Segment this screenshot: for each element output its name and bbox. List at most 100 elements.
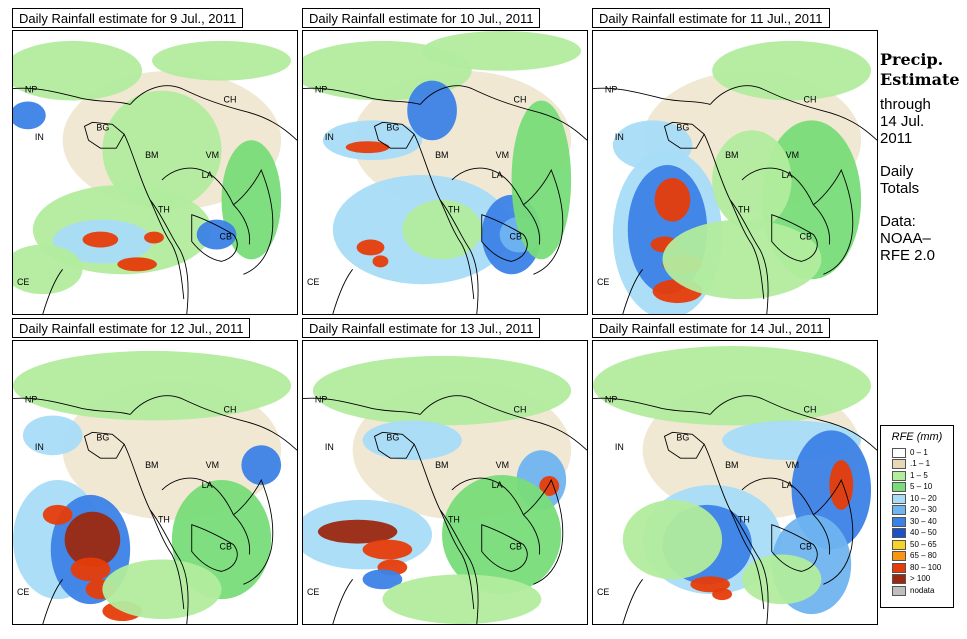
rainfall-cell	[654, 177, 691, 222]
country-label: BG	[96, 122, 109, 132]
country-label: CE	[307, 587, 319, 597]
country-label: CH	[804, 404, 817, 414]
rainfall-map: NP CH IN BG BM VM LA TH CB CE	[302, 30, 588, 315]
legend-swatch	[892, 493, 906, 504]
rainfall-cell	[712, 588, 733, 601]
rainfall-cell	[152, 40, 292, 81]
rainfall-map-svg: NP CH IN BG BM VM LA TH CB CE	[303, 341, 587, 624]
country-border	[373, 431, 415, 459]
rainfall-cell	[102, 559, 222, 620]
country-label: BM	[725, 150, 738, 160]
rainfall-cell	[102, 90, 222, 210]
country-label: VM	[786, 460, 799, 470]
country-border	[481, 524, 528, 572]
country-border	[149, 509, 189, 624]
country-border	[161, 167, 251, 245]
country-border	[593, 397, 711, 415]
country-label: BG	[96, 432, 109, 442]
country-label: TH	[738, 205, 750, 215]
legend-label: > 100	[910, 574, 931, 584]
country-border	[813, 168, 854, 275]
country-border	[663, 431, 705, 459]
rainfall-cell	[317, 519, 398, 544]
country-label: TH	[158, 515, 170, 525]
rainfall-map-panel: Daily Rainfall estimate for 10 Jul., 201…	[302, 8, 588, 315]
country-border	[709, 85, 877, 141]
country-label: NP	[25, 395, 37, 405]
period-line-1: Daily	[880, 163, 914, 180]
country-label: CH	[224, 94, 237, 104]
country-border	[129, 85, 297, 141]
country-border	[523, 168, 564, 275]
rainfall-cell	[13, 40, 143, 101]
rainfall-cell	[362, 569, 403, 590]
country-border	[13, 397, 131, 415]
panel-title: Daily Rainfall estimate for 10 Jul., 201…	[302, 8, 541, 28]
rainfall-cell	[13, 350, 292, 421]
country-border	[191, 214, 238, 262]
rainfall-cell	[362, 420, 462, 461]
legend-item: .1 – 1	[881, 459, 953, 471]
legend-item: 10 – 20	[881, 493, 953, 505]
legend-item: 80 – 100	[881, 562, 953, 574]
legend-swatch	[892, 505, 906, 516]
data-source-line-2: NOAA–	[880, 230, 931, 247]
country-label: CB	[800, 542, 812, 552]
country-label: CB	[800, 232, 812, 242]
country-label: VM	[206, 460, 219, 470]
rainfall-map: NP CH IN BG BM VM LA TH CB CE	[12, 340, 298, 625]
legend-label: 10 – 20	[910, 493, 937, 503]
rainfall-map: NP CH IN BG BM VM LA TH CB CE	[302, 340, 588, 625]
rainfall-cell	[372, 255, 389, 268]
country-border	[523, 478, 564, 585]
country-label: BM	[435, 150, 448, 160]
rainfall-map-svg: NP CH IN BG BM VM LA TH CB CE	[593, 341, 877, 624]
heading-line-1: Precip.	[880, 50, 944, 69]
rainfall-cell	[662, 219, 822, 300]
rainfall-cell	[690, 576, 731, 593]
legend-label: 30 – 40	[910, 516, 937, 526]
country-label: CB	[510, 232, 522, 242]
country-label: NP	[315, 395, 327, 405]
country-label: IN	[615, 442, 624, 452]
country-border	[413, 134, 475, 300]
rainfall-cell	[422, 31, 582, 71]
country-border	[83, 121, 125, 149]
country-border	[703, 444, 765, 610]
country-label: LA	[202, 170, 213, 180]
rainfall-map-svg: NP CH IN BG BM VM LA TH CB CE	[13, 31, 297, 314]
rainfall-cell	[593, 345, 872, 426]
rainfall-cell	[539, 476, 560, 496]
rainfall-map-panel: Daily Rainfall estimate for 13 Jul., 201…	[302, 318, 588, 625]
country-label: CE	[597, 277, 609, 287]
legend-label: 20 – 30	[910, 505, 937, 515]
legend-swatch	[892, 551, 906, 562]
country-label: BG	[386, 432, 399, 442]
rainfall-map: NP CH IN BG BM VM LA TH CB CE	[592, 340, 878, 625]
country-border	[729, 509, 769, 624]
country-border	[303, 397, 421, 415]
country-border	[622, 579, 644, 624]
country-border	[123, 134, 185, 300]
legend-swatch	[892, 574, 906, 585]
rainfall-cell	[196, 219, 237, 250]
legend-swatch	[892, 482, 906, 493]
rainfall-cell	[712, 130, 792, 230]
rainfall-cell	[117, 257, 157, 272]
country-border	[419, 395, 587, 451]
legend-label: 0 – 1	[910, 447, 928, 457]
end-date-line-2: 2011	[880, 130, 913, 147]
country-border	[233, 478, 274, 585]
country-label: NP	[605, 85, 617, 95]
rainfall-cell	[241, 445, 282, 485]
end-date-line-1: 14 Jul.	[880, 113, 925, 130]
country-label: BM	[145, 150, 158, 160]
country-border	[419, 85, 587, 141]
rainfall-cell	[829, 460, 854, 510]
country-label: NP	[25, 85, 37, 95]
legend-swatch	[892, 539, 906, 550]
country-label: IN	[325, 442, 334, 452]
country-label: LA	[202, 480, 213, 490]
country-border	[439, 509, 479, 624]
legend-label: 5 – 10	[910, 482, 933, 492]
